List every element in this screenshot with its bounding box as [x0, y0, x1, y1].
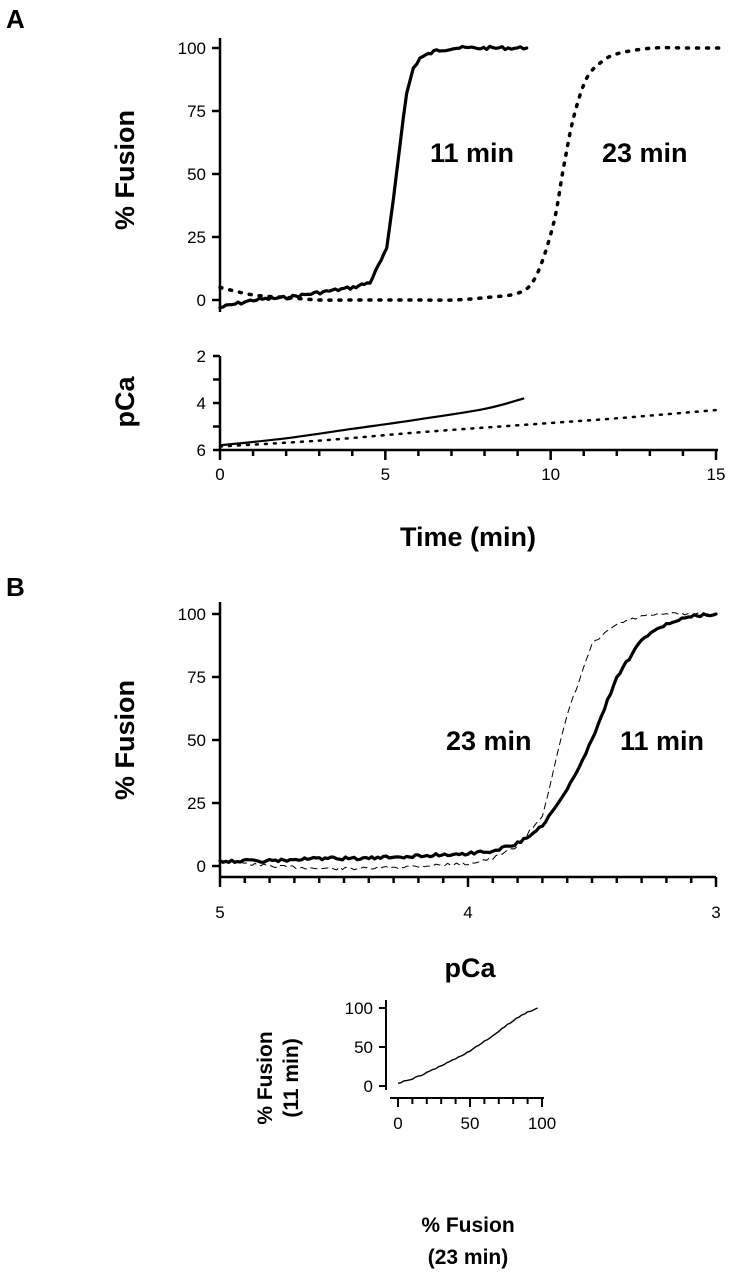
y-tick-label: 100: [345, 999, 373, 1018]
series-11-min-line: [218, 44, 529, 310]
chart-a-top: 0 25 50 75 100 % Fusion 11 min 23 min: [110, 38, 722, 312]
y-axis-title: pCa: [110, 376, 140, 428]
x-tick-label: 0: [393, 1114, 402, 1133]
chart-b-main: 0 25 50 75 100 5 4 3 % Fusion pCa 23 min 11 min: [110, 602, 721, 983]
annotation-23-min: 23 min: [446, 726, 532, 756]
y-tick-label: 0: [197, 291, 206, 310]
series-11-min-line: [218, 612, 718, 864]
series-23-min-line: [218, 45, 722, 302]
series-11-min-line: [219, 397, 525, 447]
panel-letter-b: B: [6, 572, 25, 602]
series-line: [397, 1007, 538, 1084]
x-tick-label: 5: [215, 903, 224, 922]
chart-a-bottom: 2 4 60 5 10 15 pCa Time (min): [110, 347, 725, 552]
x-tick-label: 50: [461, 1114, 480, 1133]
y-tick-label: 75: [187, 102, 206, 121]
x-axis-title-line1: % Fusion: [421, 1214, 514, 1237]
y-tick-label: 25: [187, 794, 206, 813]
x-tick-label: 100: [528, 1114, 556, 1133]
y-axis-title: % Fusion: [110, 680, 140, 800]
y-tick-label: 50: [187, 165, 206, 184]
x-tick-label: 0: [215, 465, 224, 484]
annotation-23-min: 23 min: [602, 138, 688, 168]
y-axis-title-line1: % Fusion: [254, 1031, 277, 1124]
y-tick-label: 0: [364, 1077, 373, 1096]
y-axis-title: % Fusion: [110, 110, 140, 230]
y-tick-label: 50: [354, 1038, 373, 1057]
y-tick-label: 6: [197, 441, 206, 460]
annotation-11-min: 11 min: [430, 138, 514, 168]
x-tick-label: 3: [711, 903, 720, 922]
annotation-11-min: 11 min: [620, 726, 704, 756]
panel-letter-a: A: [6, 4, 25, 34]
y-tick-label: 100: [178, 605, 206, 624]
y-tick-label: 0: [197, 857, 206, 876]
y-tick-label: 50: [187, 731, 206, 750]
y-axis-title-line2: (11 min): [280, 1038, 303, 1117]
x-axis-title: pCa: [444, 953, 496, 983]
y-tick-label: 4: [197, 394, 206, 413]
x-axis-title-line2: (23 min): [428, 1246, 509, 1269]
x-tick-label: 5: [381, 465, 390, 484]
x-tick-label: 4: [463, 903, 472, 922]
y-tick-label: 25: [187, 228, 206, 247]
series-23-min-line: [219, 612, 717, 871]
y-tick-label: 75: [187, 668, 206, 687]
y-tick-label: 2: [197, 347, 206, 366]
x-axis-title: Time (min): [400, 522, 536, 552]
x-tick-label: 15: [707, 465, 726, 484]
x-tick-label: 10: [541, 465, 560, 484]
series-23-min-line: [218, 408, 718, 448]
y-tick-label: 100: [178, 39, 206, 58]
